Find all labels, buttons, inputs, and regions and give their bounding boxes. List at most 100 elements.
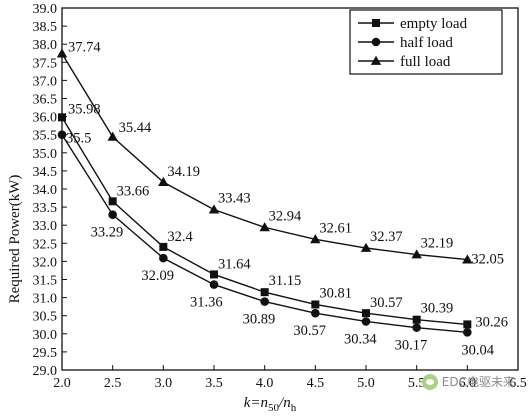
data-label: 35.44 <box>119 120 152 136</box>
data-point <box>107 131 118 141</box>
data-point <box>57 130 67 139</box>
data-point <box>362 309 370 318</box>
data-point <box>108 210 117 220</box>
y-tick-label: 38.5 <box>33 20 58 35</box>
data-label: 30.89 <box>243 312 276 328</box>
x-tick-label: 3.5 <box>205 376 223 391</box>
series-full-load <box>56 48 473 264</box>
y-tick-label: 36.5 <box>33 93 58 108</box>
data-point <box>159 253 168 263</box>
data-point <box>260 288 269 297</box>
legend-label: full load <box>400 54 451 70</box>
data-label: 33.43 <box>218 191 251 207</box>
data-label: 30.17 <box>395 338 428 354</box>
data-point <box>108 197 117 206</box>
x-tick-label: 2.5 <box>104 376 122 391</box>
series-half-load <box>57 130 472 337</box>
data-labels: 35.98 33.66 32.4 31.64 31.15 30.81 30.57 30.39 3… <box>66 40 508 359</box>
data-label: 33.66 <box>117 183 150 199</box>
y-tick-label: 33.5 <box>33 201 58 216</box>
data-label: 32.19 <box>421 236 454 252</box>
legend: empty load half load full load <box>349 9 503 75</box>
watermark: EDC电驱未来 <box>421 373 515 390</box>
data-label: 31.64 <box>218 256 251 272</box>
y-tick-label: 36.0 <box>33 111 58 126</box>
data-point <box>208 204 220 214</box>
data-point <box>412 315 421 324</box>
y-tick-label: 31.0 <box>33 292 58 307</box>
data-label: 30.34 <box>344 331 377 347</box>
y-tick-label: 37.0 <box>33 74 58 89</box>
legend-label: half load <box>400 35 453 51</box>
data-label: 32.05 <box>471 252 504 268</box>
y-tick-label: 32.0 <box>33 255 58 270</box>
data-label: 30.26 <box>475 314 508 330</box>
legend-marker <box>371 37 381 47</box>
y-tick-label: 34.0 <box>33 183 58 198</box>
data-point <box>209 280 219 289</box>
x-tick-label: 4.0 <box>256 376 274 391</box>
data-label: 33.29 <box>91 225 124 241</box>
data-label: 30.81 <box>319 285 352 301</box>
y-tick-label: 34.5 <box>33 165 58 180</box>
data-point <box>462 254 473 264</box>
x-tick-label: 5.5 <box>408 376 426 391</box>
data-label: 32.4 <box>167 229 193 245</box>
legend-marker <box>372 19 380 27</box>
legend-marker <box>370 55 382 65</box>
y-tick-label: 29.0 <box>33 364 58 379</box>
y-tick-label: 32.5 <box>33 237 58 252</box>
data-label: 31.36 <box>190 295 223 311</box>
data-point <box>259 222 270 232</box>
y-axis-title: Required Power(kW) <box>7 175 23 304</box>
data-point <box>58 113 66 122</box>
x-tick-label: 6.5 <box>509 376 527 391</box>
series-empty-load <box>58 113 472 329</box>
y-tick-label: 29.5 <box>33 346 58 361</box>
x-tick-label: 3.0 <box>155 376 173 391</box>
data-label: 32.09 <box>141 268 174 284</box>
data-label: 35.98 <box>68 101 101 117</box>
data-point <box>463 328 472 337</box>
data-point <box>310 234 321 244</box>
data-label: 37.74 <box>68 40 101 56</box>
series-layer <box>56 48 473 337</box>
legend-label: empty load <box>400 16 468 32</box>
data-point <box>56 48 68 58</box>
data-point <box>311 308 320 318</box>
y-tick-label: 30.0 <box>33 328 58 343</box>
data-label: 31.15 <box>269 273 302 289</box>
data-point <box>311 300 320 309</box>
data-point <box>159 242 168 251</box>
x-tick-label: 6.0 <box>459 376 477 391</box>
y-tick-label: 30.5 <box>33 310 58 325</box>
x-tick-label: 2.0 <box>53 376 71 391</box>
data-label: 30.04 <box>461 342 494 358</box>
data-label: 32.37 <box>370 229 403 245</box>
data-point <box>360 242 372 252</box>
data-label: 32.61 <box>319 220 352 236</box>
data-label: 32.94 <box>269 208 302 224</box>
y-tick-label: 35.5 <box>33 129 58 144</box>
data-label: 34.19 <box>167 164 200 180</box>
data-point <box>158 176 169 187</box>
y-tick-label: 37.5 <box>33 56 58 71</box>
data-point <box>463 320 472 329</box>
data-point <box>412 323 421 332</box>
axes: 29.0 29.5 30.0 30.5 31.0 31.5 32.0 32.5 33.0 33.5… <box>7 2 527 414</box>
y-tick-label: 31.5 <box>33 274 58 289</box>
data-label: 30.57 <box>293 323 326 339</box>
watermark-text: EDC电驱未来 <box>441 375 515 389</box>
data-label: 30.39 <box>421 301 454 317</box>
wechat-icon <box>421 373 438 390</box>
y-tick-label: 38.0 <box>33 38 58 53</box>
y-tick-label: 35.0 <box>33 147 58 162</box>
x-tick-label: 5.0 <box>357 376 375 391</box>
x-axis-title: k=n50/nh <box>244 395 297 414</box>
y-tick-label: 39.0 <box>33 2 58 17</box>
data-point <box>411 249 422 259</box>
data-point <box>210 270 218 279</box>
y-tick-label: 33.0 <box>33 219 58 234</box>
data-label: 30.57 <box>370 295 403 311</box>
